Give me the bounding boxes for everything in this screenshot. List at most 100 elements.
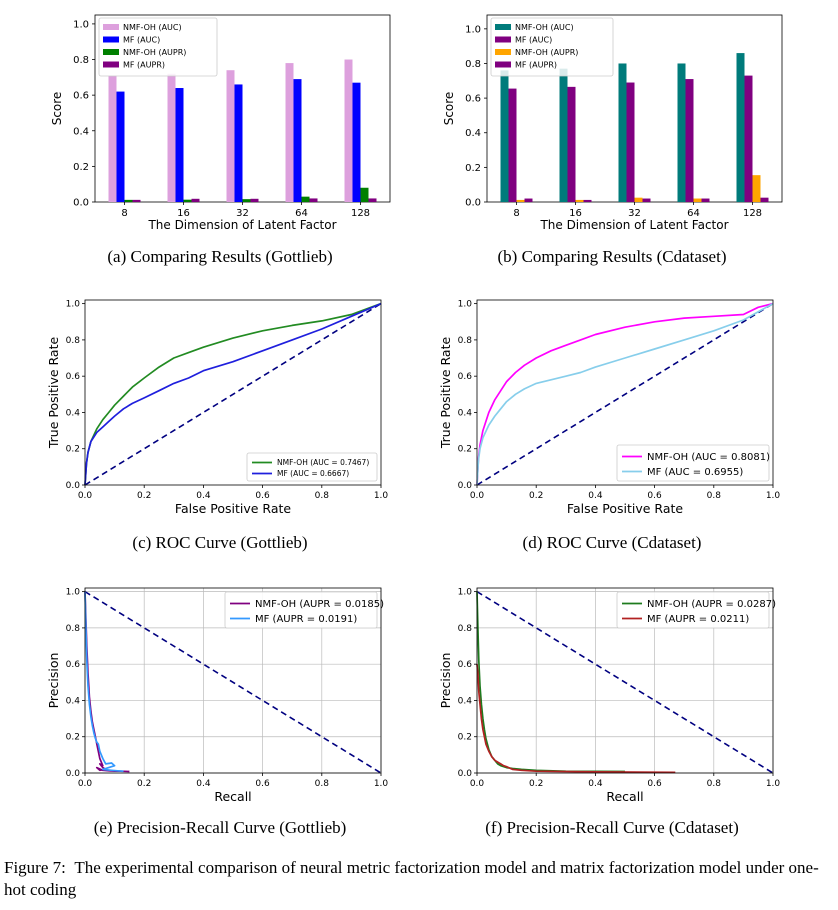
panel-f: 0.0 0.2 0.4 0.6 0.8 1.0 0.0 0.2 0.4 0.6 0.8 1.0 Reca… (432, 578, 792, 808)
chart-f: 0.0 0.2 0.4 0.6 0.8 1.0 0.0 0.2 0.4 0.6 0.8 1.0 Reca… (438, 587, 781, 804)
bar (677, 63, 686, 203)
chart-e: 0.0 0.2 0.4 0.6 0.8 1.0 0.0 0.2 0.4 0.6 0.8 1.0 Reca… (46, 587, 388, 804)
legend-entry: NMF-OH (AUC = 0.8081) (647, 452, 770, 463)
legend-swatch (495, 24, 511, 30)
x-axis-label: False Positive Rate (567, 501, 683, 516)
legend-box (616, 444, 770, 482)
x-tick-label: 0.6 (255, 491, 270, 501)
y-tick-label: 0.0 (73, 198, 89, 209)
x-tick-label: 0.6 (647, 491, 662, 501)
figure-caption-label: Figure 7: (4, 858, 66, 877)
x-tick-label: 0.2 (137, 779, 151, 789)
legend-entry: MF (AUPR) (123, 61, 165, 70)
chart-b: 0.0 0.2 0.4 0.6 0.8 1.0 8 16 32 64 128 The Dimensio… (442, 14, 783, 232)
bar (344, 59, 353, 203)
reference-line (84, 590, 382, 774)
y-tick-label: 0.0 (458, 481, 473, 491)
x-tick-label: 64 (687, 208, 700, 219)
bar (116, 91, 125, 202)
y-tick-label: 0.0 (465, 198, 481, 209)
y-tick-label: 0.4 (73, 126, 89, 137)
legend-entry: NMF-OH (AUPR) (515, 48, 578, 57)
chart-c: 0.0 0.2 0.4 0.6 0.8 1.0 0.0 0.2 0.4 0.6 0.8 1.0 Fals… (46, 299, 389, 516)
legend-entry: NMF-OH (AUPR = 0.0185) (255, 599, 384, 610)
caption-f: (f) Precision-Recall Curve (Cdataset) (485, 818, 739, 837)
y-tick-label: 0.2 (73, 162, 89, 173)
reference-line (84, 302, 382, 486)
legend: NMF-OH (AUC = 0.8081) MF (AUC = 0.6955) (616, 444, 770, 482)
x-tick-label: 1.0 (766, 779, 781, 789)
x-tick-label: 1.0 (374, 491, 389, 501)
x-tick-label: 0.2 (529, 491, 543, 501)
y-tick-label: 0.6 (458, 660, 473, 670)
legend-box (490, 17, 614, 77)
bar (368, 198, 377, 202)
legend-entry: MF (AUPR = 0.0191) (255, 614, 357, 625)
caption-b: (b) Comparing Results (Cdataset) (497, 247, 727, 266)
legend: NMF-OH (AUC = 0.7467) MF (AUC = 0.6667) (246, 452, 378, 482)
bar (524, 198, 533, 202)
legend: NMF-OH (AUPR = 0.0185) MF (AUPR = 0.0191) (224, 591, 384, 629)
bar (583, 199, 592, 202)
legend-entry: MF (AUC) (515, 36, 552, 45)
x-tick-label: 0.2 (529, 779, 543, 789)
y-tick-label: 0.4 (458, 696, 473, 706)
panel-d: 0.0 0.2 0.4 0.6 0.8 1.0 0.0 0.2 0.4 0.6 0.8 1.0 Fals… (432, 290, 792, 520)
figure-caption-text: The experimental comparison of neural me… (4, 858, 819, 899)
x-axis-label: Recall (214, 789, 251, 804)
legend-box (616, 591, 770, 629)
y-axis-label: True Positive Rate (46, 337, 61, 450)
bar (175, 88, 184, 202)
legend-entry: NMF-OH (AUC) (123, 23, 182, 32)
plot-frame (84, 587, 382, 774)
x-tick-label: 0.8 (315, 491, 330, 501)
legend-entry: MF (AUPR) (515, 61, 557, 70)
y-tick-label: 0.8 (458, 624, 473, 634)
legend-swatch (495, 61, 511, 68)
bar (242, 199, 251, 202)
y-tick-label: 0.8 (458, 336, 473, 346)
y-tick-label: 0.6 (73, 91, 89, 102)
y-tick-label: 0.2 (66, 445, 80, 455)
x-tick-label: 8 (121, 208, 127, 219)
bar (167, 73, 176, 203)
y-tick-label: 0.4 (66, 696, 81, 706)
bar (183, 199, 192, 202)
legend-box (246, 452, 378, 482)
x-tick-label: 0.8 (707, 779, 722, 789)
x-tick-label: 0.0 (470, 779, 485, 789)
legend-entry: MF (AUPR = 0.0211) (647, 614, 749, 625)
y-tick-label: 0.6 (465, 94, 481, 105)
series-line (476, 302, 774, 486)
y-tick-label: 1.0 (465, 24, 481, 35)
y-tick-label: 0.8 (73, 55, 89, 66)
legend-entry: MF (AUC = 0.6667) (277, 469, 349, 478)
bar (508, 88, 517, 202)
bar (575, 199, 584, 202)
bar (293, 79, 302, 202)
plot-frame (476, 587, 774, 774)
bar (618, 63, 627, 203)
x-tick-label: 1.0 (766, 491, 781, 501)
caption-c: (c) ROC Curve (Gottlieb) (132, 533, 308, 552)
caption-a: (a) Comparing Results (Gottlieb) (107, 247, 333, 266)
legend-box (224, 591, 378, 629)
bar (234, 84, 243, 202)
y-tick-label: 0.2 (458, 733, 472, 743)
y-tick-label: 0.8 (66, 336, 81, 346)
caption-d: (d) ROC Curve (Cdataset) (522, 533, 702, 552)
legend: NMF-OH (AUPR = 0.0287) MF (AUPR = 0.0211) (616, 591, 776, 629)
legend-entry: NMF-OH (AUC) (515, 23, 574, 32)
y-axis-label: Score (50, 92, 64, 126)
bar (559, 68, 568, 202)
bar (693, 198, 702, 202)
bar (108, 75, 117, 202)
bar (626, 82, 635, 202)
bar (642, 198, 651, 202)
bar (301, 196, 310, 202)
x-tick-label: 0.8 (315, 779, 330, 789)
y-tick-label: 0.6 (66, 372, 81, 382)
legend-swatch (103, 24, 119, 30)
y-tick-label: 0.4 (465, 128, 481, 139)
bar (685, 79, 694, 202)
